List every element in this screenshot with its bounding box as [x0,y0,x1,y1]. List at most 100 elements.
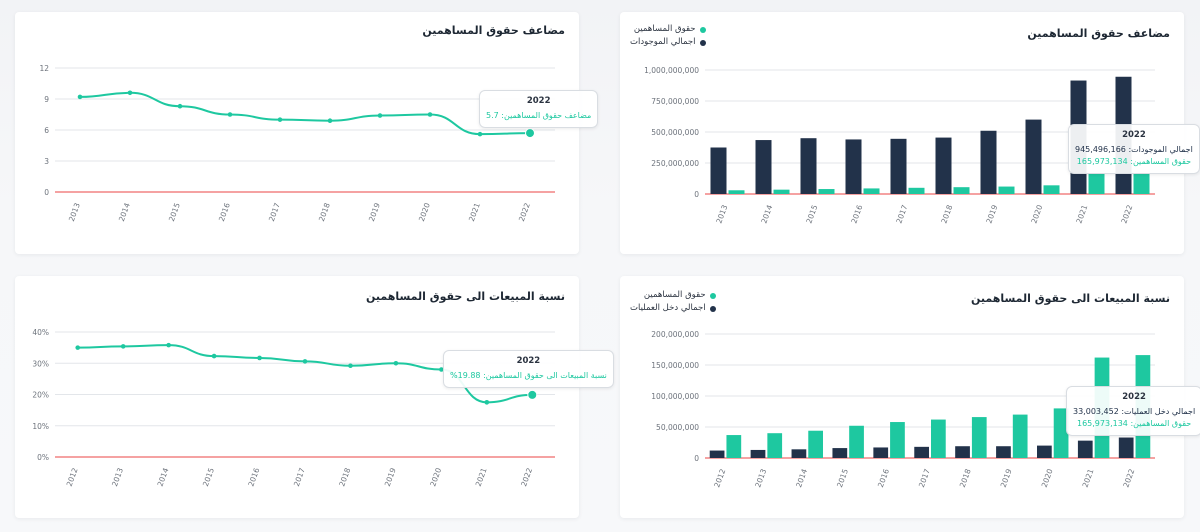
bar [908,187,925,194]
x-tick-label: 2017 [267,201,282,222]
x-tick-label: 2016 [217,201,232,222]
legend-item-equity[interactable]: حقوق المساهمين [630,289,716,302]
x-tick-label: 2016 [849,203,864,224]
legend-item-income[interactable]: اجمالي دخل العمليات [630,302,716,315]
legend-label: اجمالي الموجودات [630,37,696,47]
data-point [527,389,538,400]
bar [728,190,745,194]
x-tick-label: 2018 [939,203,954,224]
bar [914,446,929,458]
data-point [277,117,283,122]
bar [1088,173,1105,194]
x-tick-label: 2012 [65,466,80,487]
bar [1012,414,1028,458]
tooltip-year: 2022 [516,356,541,366]
y-tick-label: 150,000,000 [651,361,699,370]
x-tick-label: 2019 [383,466,398,487]
tooltip-year: 2022 [526,96,551,106]
y-tick-label: 6 [44,126,49,135]
y-tick-label: 10% [32,422,49,431]
bar [755,140,772,194]
bar [832,448,848,458]
bar [971,417,987,458]
x-tick-label: 2018 [337,466,352,487]
data-point [377,113,383,118]
tooltip-value: %19.88 [450,371,481,380]
y-tick-label: 0 [694,454,699,463]
sales-equity-legend: حقوق المساهمين اجمالي دخل العمليات [630,289,716,315]
y-tick-label: 100,000,000 [651,392,699,401]
bar [931,419,946,458]
x-tick-label: 2017 [894,203,909,224]
legend-label: حقوق المساهمين [643,290,706,300]
y-tick-label: 1,000,000,000 [644,66,699,75]
tooltip-row: مضاعف حقوق المساهمين: 5.7 [486,110,591,122]
x-tick-label: 2013 [714,203,729,224]
sales-ratio-card: نسبة المبيعات الى حقوق المساهمين 0% 10% 20… [15,276,614,518]
bar [767,433,783,458]
y-tick-label: 12 [39,64,49,73]
y-tick-label: 3 [44,157,49,166]
x-tick-label: 2012 [712,467,727,488]
legend-label: حقوق المساهمين [633,24,696,34]
y-tick-label: 500,000,000 [651,128,699,137]
data-point [327,118,333,123]
equity-assets-chart: 0 250,000,000 500,000,000 750,000,000 1,000,… [644,66,1155,225]
tooltip-row: اجمالي الموجودات: 945,496,166 [1075,144,1193,156]
data-point [393,360,399,366]
x-tick-label: 2014 [759,203,774,224]
bar [890,422,905,458]
x-tick-label: 2014 [117,201,132,222]
bar [935,137,952,194]
bar [750,449,766,458]
y-tick-label: 750,000,000 [651,97,699,106]
y-tick-label: 40% [32,328,49,337]
tooltip-row: حقوق المساهمين: 165,973,134 [1075,156,1193,168]
x-tick-label: 2019 [984,203,999,224]
x-tick-label: 2013 [110,466,125,487]
tooltip-label: اجمالي دخل العمليات: [1121,407,1196,416]
data-point [211,353,217,359]
data-point [427,112,433,117]
tooltip-label: حقوق المساهمين: [1130,157,1192,166]
x-tick-label: 2015 [201,466,216,487]
data-point [120,344,126,349]
legend-item-equity[interactable]: حقوق المساهمين [630,23,706,36]
bar [953,187,970,194]
data-point [127,90,133,96]
legend-dot-icon [709,292,716,299]
equity-assets-legend: حقوق المساهمين اجمالي الموجودات [630,23,706,49]
bar [791,449,807,458]
x-tick-label: 2022 [1119,203,1134,224]
x-tick-label: 2018 [317,201,332,222]
y-tick-label: 20% [32,391,49,400]
legend-dot-icon [709,305,716,312]
bar [873,447,889,458]
bar [1077,440,1093,458]
sales-ratio-title: نسبة المبيعات الى حقوق المساهمين [365,290,565,303]
x-tick-label: 2020 [1029,203,1044,224]
data-point [177,103,183,109]
tooltip-label: نسبة المبيعات الى حقوق المساهمين: [483,371,607,380]
legend-dot-icon [699,39,706,46]
y-tick-label: 0 [44,188,49,197]
equity-assets-tooltip: 2022 اجمالي الموجودات: 945,496,166 حقوق … [1068,124,1200,174]
y-tick-label: 250,000,000 [651,159,699,168]
legend-item-assets[interactable]: اجمالي الموجودات [630,36,706,49]
bar [863,188,880,194]
x-tick-label: 2013 [67,201,82,222]
y-tick-label: 200,000,000 [651,330,699,339]
tooltip-value: 945,496,166 [1075,145,1126,154]
bar [1037,445,1052,458]
tooltip-value: 33,003,452 [1073,407,1119,416]
x-tick-label: 2017 [917,467,932,488]
tooltip-label: اجمالي الموجودات: [1128,145,1193,154]
x-tick-label: 2013 [753,467,768,488]
multiplier-chart: 0 3 6 9 12 2013 2014 2015 2016 2017 2018 2019 2020 20… [39,64,555,223]
multiplier-title: مضاعف حقوق المساهمين [422,24,565,37]
x-tick-label: 2021 [474,466,489,487]
bar [980,130,997,194]
multiplier-card: مضاعف حقوق المساهمين 0 3 6 9 12 2013 2014 2015 2… [15,12,599,254]
bar [890,138,907,194]
bar [1053,408,1069,458]
